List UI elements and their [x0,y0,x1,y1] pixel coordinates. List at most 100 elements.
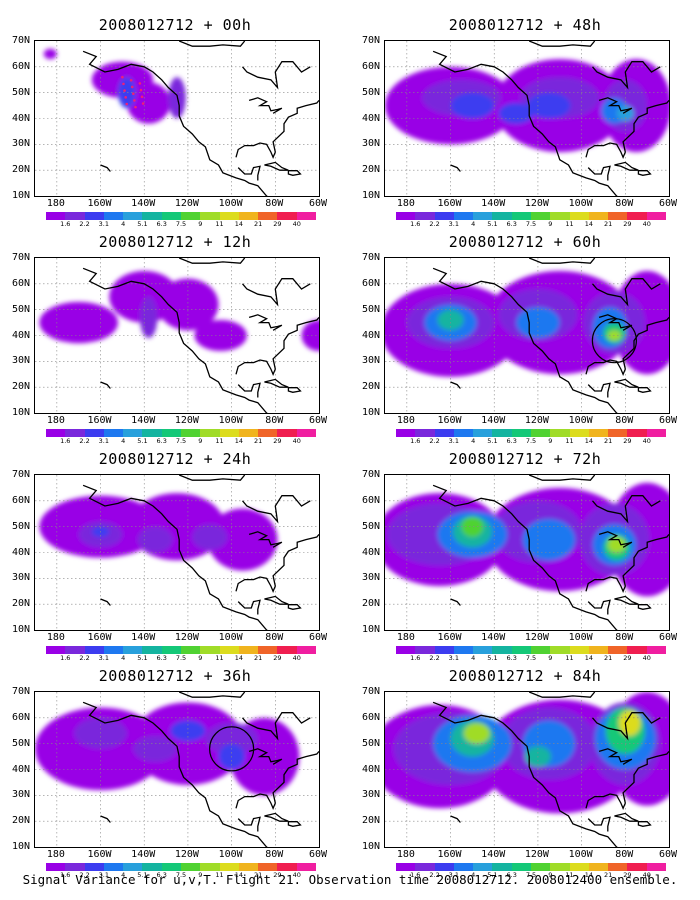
colorbar-swatch [627,863,647,871]
colorbar-label: 7.5 [175,437,187,445]
colorbar-swatch [473,212,493,220]
colorbar-label: 6.3 [506,437,517,445]
colorbar-swatch [46,212,66,220]
target-circle [591,318,637,364]
colorbar-swatch [277,863,297,871]
lat-tick-label: 40N [361,546,380,558]
colorbar-swatch [65,429,85,437]
colorbar-swatch [123,863,143,871]
colorbar-label: 6.3 [506,654,517,662]
colorbar-swatch [492,646,512,654]
colorbar-label: 4 [471,871,476,879]
colorbar-swatch [569,429,589,437]
lon-tick-label: 140W [481,849,506,860]
coastline [235,750,319,810]
colorbar-label: 5.1 [487,220,498,228]
coastline [287,821,302,827]
coastline [237,382,261,398]
coastline [82,701,268,847]
colorbar-label: 7.5 [525,654,537,662]
colorbar-swatch [415,863,435,871]
variance-contour [192,524,228,550]
map-panel: 2008012712 + 12h 70N 60N 50N 40N 30N 20N 10N 180… [0,227,350,445]
coastline [237,599,261,615]
target-circle [209,726,255,772]
colorbar-label: 2.2 [79,871,90,879]
coastline [242,495,311,524]
variance-contour [207,508,278,571]
coastline [637,387,652,393]
colorbar-swatch [103,646,124,654]
colorbar-swatch [65,646,85,654]
colorbar-swatch [473,646,493,654]
colorbar-swatch [434,863,454,871]
colorbar-swatch [200,429,220,437]
lon-tick-label: 180 [396,849,415,860]
lat-tick-label: 30N [361,355,380,367]
colorbar-label: 4 [471,437,476,445]
coastline [264,812,289,822]
variance-contour [139,296,158,339]
lat-tick-label: 70N [11,35,30,46]
variance-map [35,258,319,413]
colorbar-label: 2.2 [429,220,440,228]
variance-map [385,41,669,196]
colorbar-swatch [646,646,666,654]
lon-tick-label: 140W [131,198,156,209]
lat-tick-label: 20N [11,598,30,610]
lat-tick-label: 70N [361,252,380,263]
variance-contour [461,516,484,537]
colorbar-label: 1.6 [60,654,71,662]
lon-tick-label: 80W [265,849,284,860]
colorbar-swatch [434,646,454,654]
lon-tick-label: 180 [46,415,65,426]
lat-tick-label: 20N [361,381,380,393]
coastline [100,815,111,823]
colorbar-label: 29 [623,437,632,445]
colorbar-swatch [511,429,531,437]
colorbar [46,646,316,654]
colorbar-swatch [569,863,589,871]
colorbar-label: 21 [254,437,263,445]
lon-tick-label: 180 [46,198,65,209]
coastline [450,815,461,823]
colorbar-label: 40 [642,654,651,662]
colorbar-label: 11 [565,437,574,445]
lon-tick-label: 60W [308,415,328,426]
lat-tick-label: 10N [361,407,380,418]
lat-tick-label: 20N [361,164,380,176]
colorbar-swatch [103,863,124,871]
colorbar-label: 6.3 [156,871,167,879]
colorbar-swatch [296,429,316,437]
colorbar-label: 21 [604,220,613,228]
coastline [287,387,302,393]
lon-tick-label: 80W [615,198,634,209]
coastline [82,50,268,196]
lat-tick-label: 30N [361,572,380,584]
lat-tick-label: 70N [11,469,30,480]
colorbar-swatch [492,212,512,220]
coastline [614,161,639,171]
colorbar-swatch [396,863,416,871]
coastline [432,267,618,413]
colorbar-label: 21 [254,871,263,879]
colorbar-label: 29 [623,871,632,879]
colorbar-labels: 1.6 2.2 3.1 4 5.1 6.3 7.5 9 11 14 21 29 40 [396,437,666,446]
colorbar-label: 14 [234,871,243,879]
colorbar-label: 9 [548,654,553,662]
lon-tick-label: 140W [481,632,506,643]
coastline [592,61,661,90]
variance-contour [137,526,173,553]
colorbar-label: 14 [584,437,593,445]
colorbar-swatch [161,646,181,654]
lat-tick-label: 50N [361,520,380,532]
colorbar-swatch [550,212,570,220]
colorbar-swatch [180,646,201,654]
colorbar-swatch [219,863,239,871]
coastline [432,50,618,196]
colorbar-swatch [84,429,104,437]
colorbar-label: 1.6 [60,220,71,228]
colorbar-label: 21 [604,654,613,662]
lat-tick-label: 20N [11,815,30,827]
panel-title: 2008012712 + 24h [98,450,252,468]
